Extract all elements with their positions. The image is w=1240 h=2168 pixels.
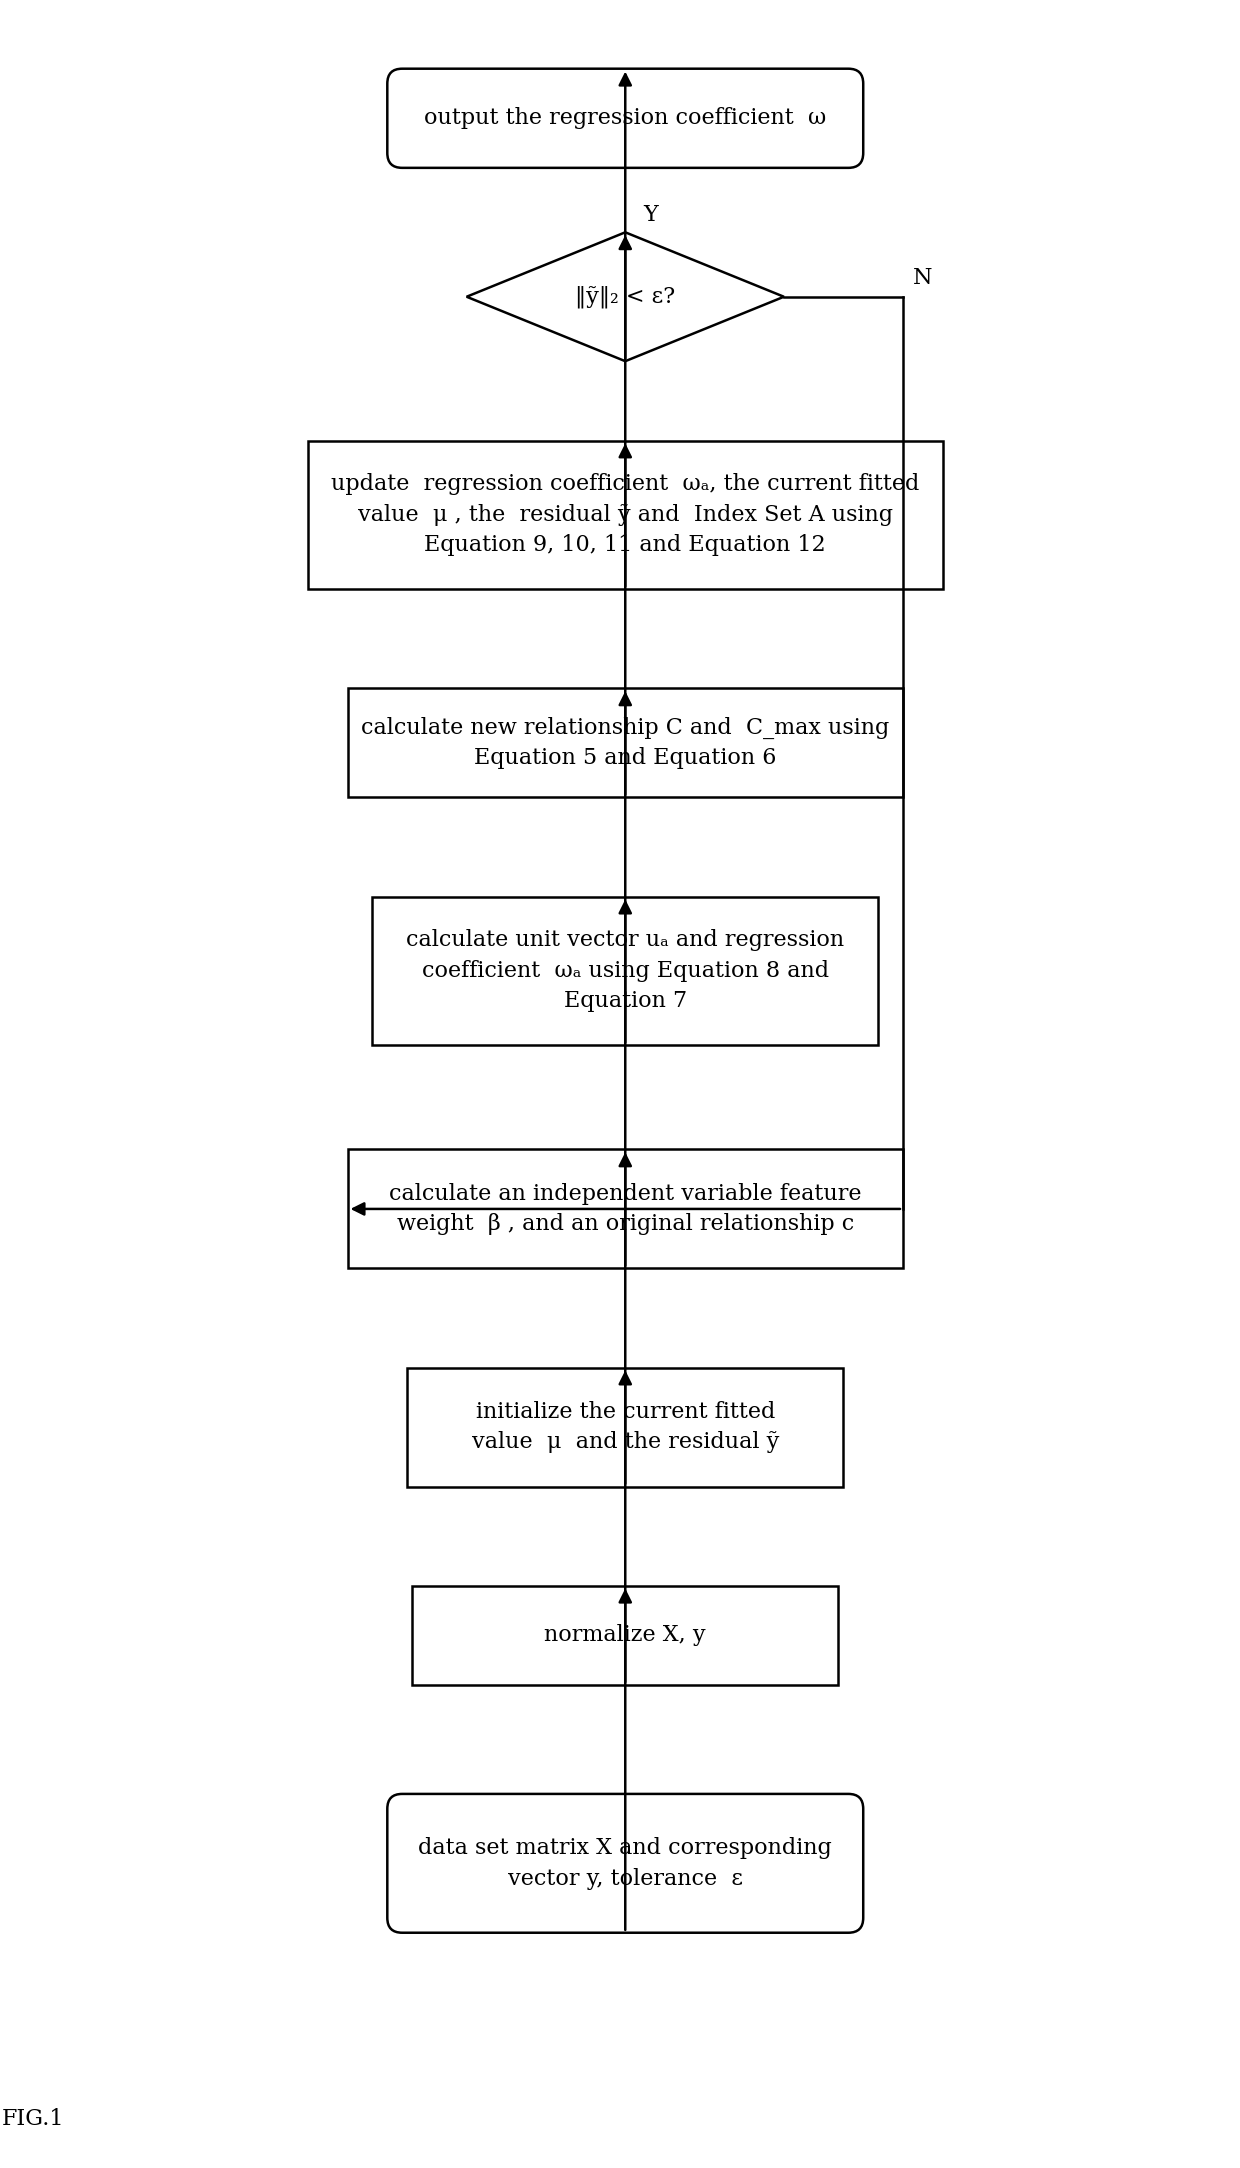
FancyBboxPatch shape (387, 1793, 863, 1932)
Text: update  regression coefficient  ωₐ, the current fitted
value  μ , the  residual : update regression coefficient ωₐ, the cu… (331, 473, 919, 557)
Bar (347, 1149, 903, 1268)
Text: data set matrix X and corresponding
vector y, tolerance  ε: data set matrix X and corresponding vect… (418, 1836, 832, 1890)
FancyBboxPatch shape (387, 69, 863, 167)
Text: calculate an independent variable feature
weight  β , and an original relationsh: calculate an independent variable featur… (389, 1184, 862, 1236)
Bar (407, 1368, 843, 1487)
Bar (372, 898, 878, 1045)
Text: normalize X, y: normalize X, y (544, 1624, 706, 1646)
Polygon shape (466, 232, 784, 362)
Text: calculate unit vector uₐ and regression
coefficient  ωₐ using Equation 8 and
Equ: calculate unit vector uₐ and regression … (407, 930, 844, 1012)
Text: calculate new relationship C and  C_max using
Equation 5 and Equation 6: calculate new relationship C and C_max u… (361, 718, 889, 770)
Text: FIG.1: FIG.1 (2, 2107, 64, 2131)
Text: output the regression coefficient  ω: output the regression coefficient ω (424, 106, 826, 130)
Text: ‖ỹ‖₂ < ε?: ‖ỹ‖₂ < ε? (575, 286, 676, 308)
Text: Y: Y (644, 204, 658, 225)
Bar (412, 1585, 838, 1685)
Bar (347, 689, 903, 798)
Bar (308, 440, 942, 590)
Text: initialize the current fitted
value  μ  and the residual ỹ: initialize the current fitted value μ an… (471, 1401, 779, 1453)
Text: N: N (913, 267, 932, 288)
